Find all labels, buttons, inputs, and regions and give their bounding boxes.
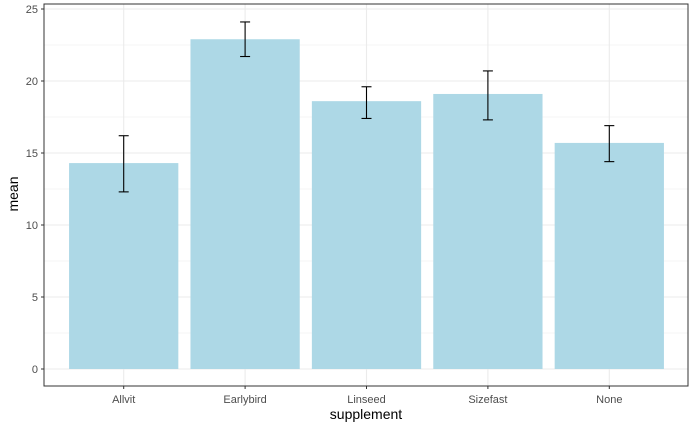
y-tick-label: 20 <box>26 76 38 88</box>
error-bar-earlybird <box>240 21 251 58</box>
x-tick-label: Allvit <box>112 394 135 406</box>
y-tick-label: 25 <box>26 4 38 16</box>
x-axis: Allvit Earlybird Linseed Sizefast None <box>112 386 622 406</box>
x-axis-title: supplement <box>330 406 402 422</box>
x-tick-label: Sizefast <box>468 394 507 406</box>
y-tick-label: 10 <box>26 220 38 232</box>
x-tick-label: Linseed <box>347 394 386 406</box>
bar-allvit <box>69 163 179 369</box>
y-tick-label: 0 <box>32 364 38 376</box>
y-axis: 0 5 10 15 20 25 <box>26 4 44 376</box>
bars <box>69 39 664 370</box>
x-tick-label: Earlybird <box>223 394 266 406</box>
x-tick-label: None <box>596 394 622 406</box>
y-tick-label: 15 <box>26 148 38 160</box>
error-bar-sizefast <box>482 70 493 121</box>
bar-linseed <box>311 101 422 369</box>
error-bars <box>118 21 615 193</box>
y-axis-title: mean <box>5 176 21 211</box>
bar-none <box>554 142 664 369</box>
error-bar-linseed <box>361 86 372 119</box>
y-tick-label: 5 <box>32 292 38 304</box>
error-bar-none <box>604 125 615 163</box>
bar-sizefast <box>433 93 543 370</box>
error-bar-allvit <box>118 135 129 193</box>
bar-earlybird <box>190 39 300 370</box>
